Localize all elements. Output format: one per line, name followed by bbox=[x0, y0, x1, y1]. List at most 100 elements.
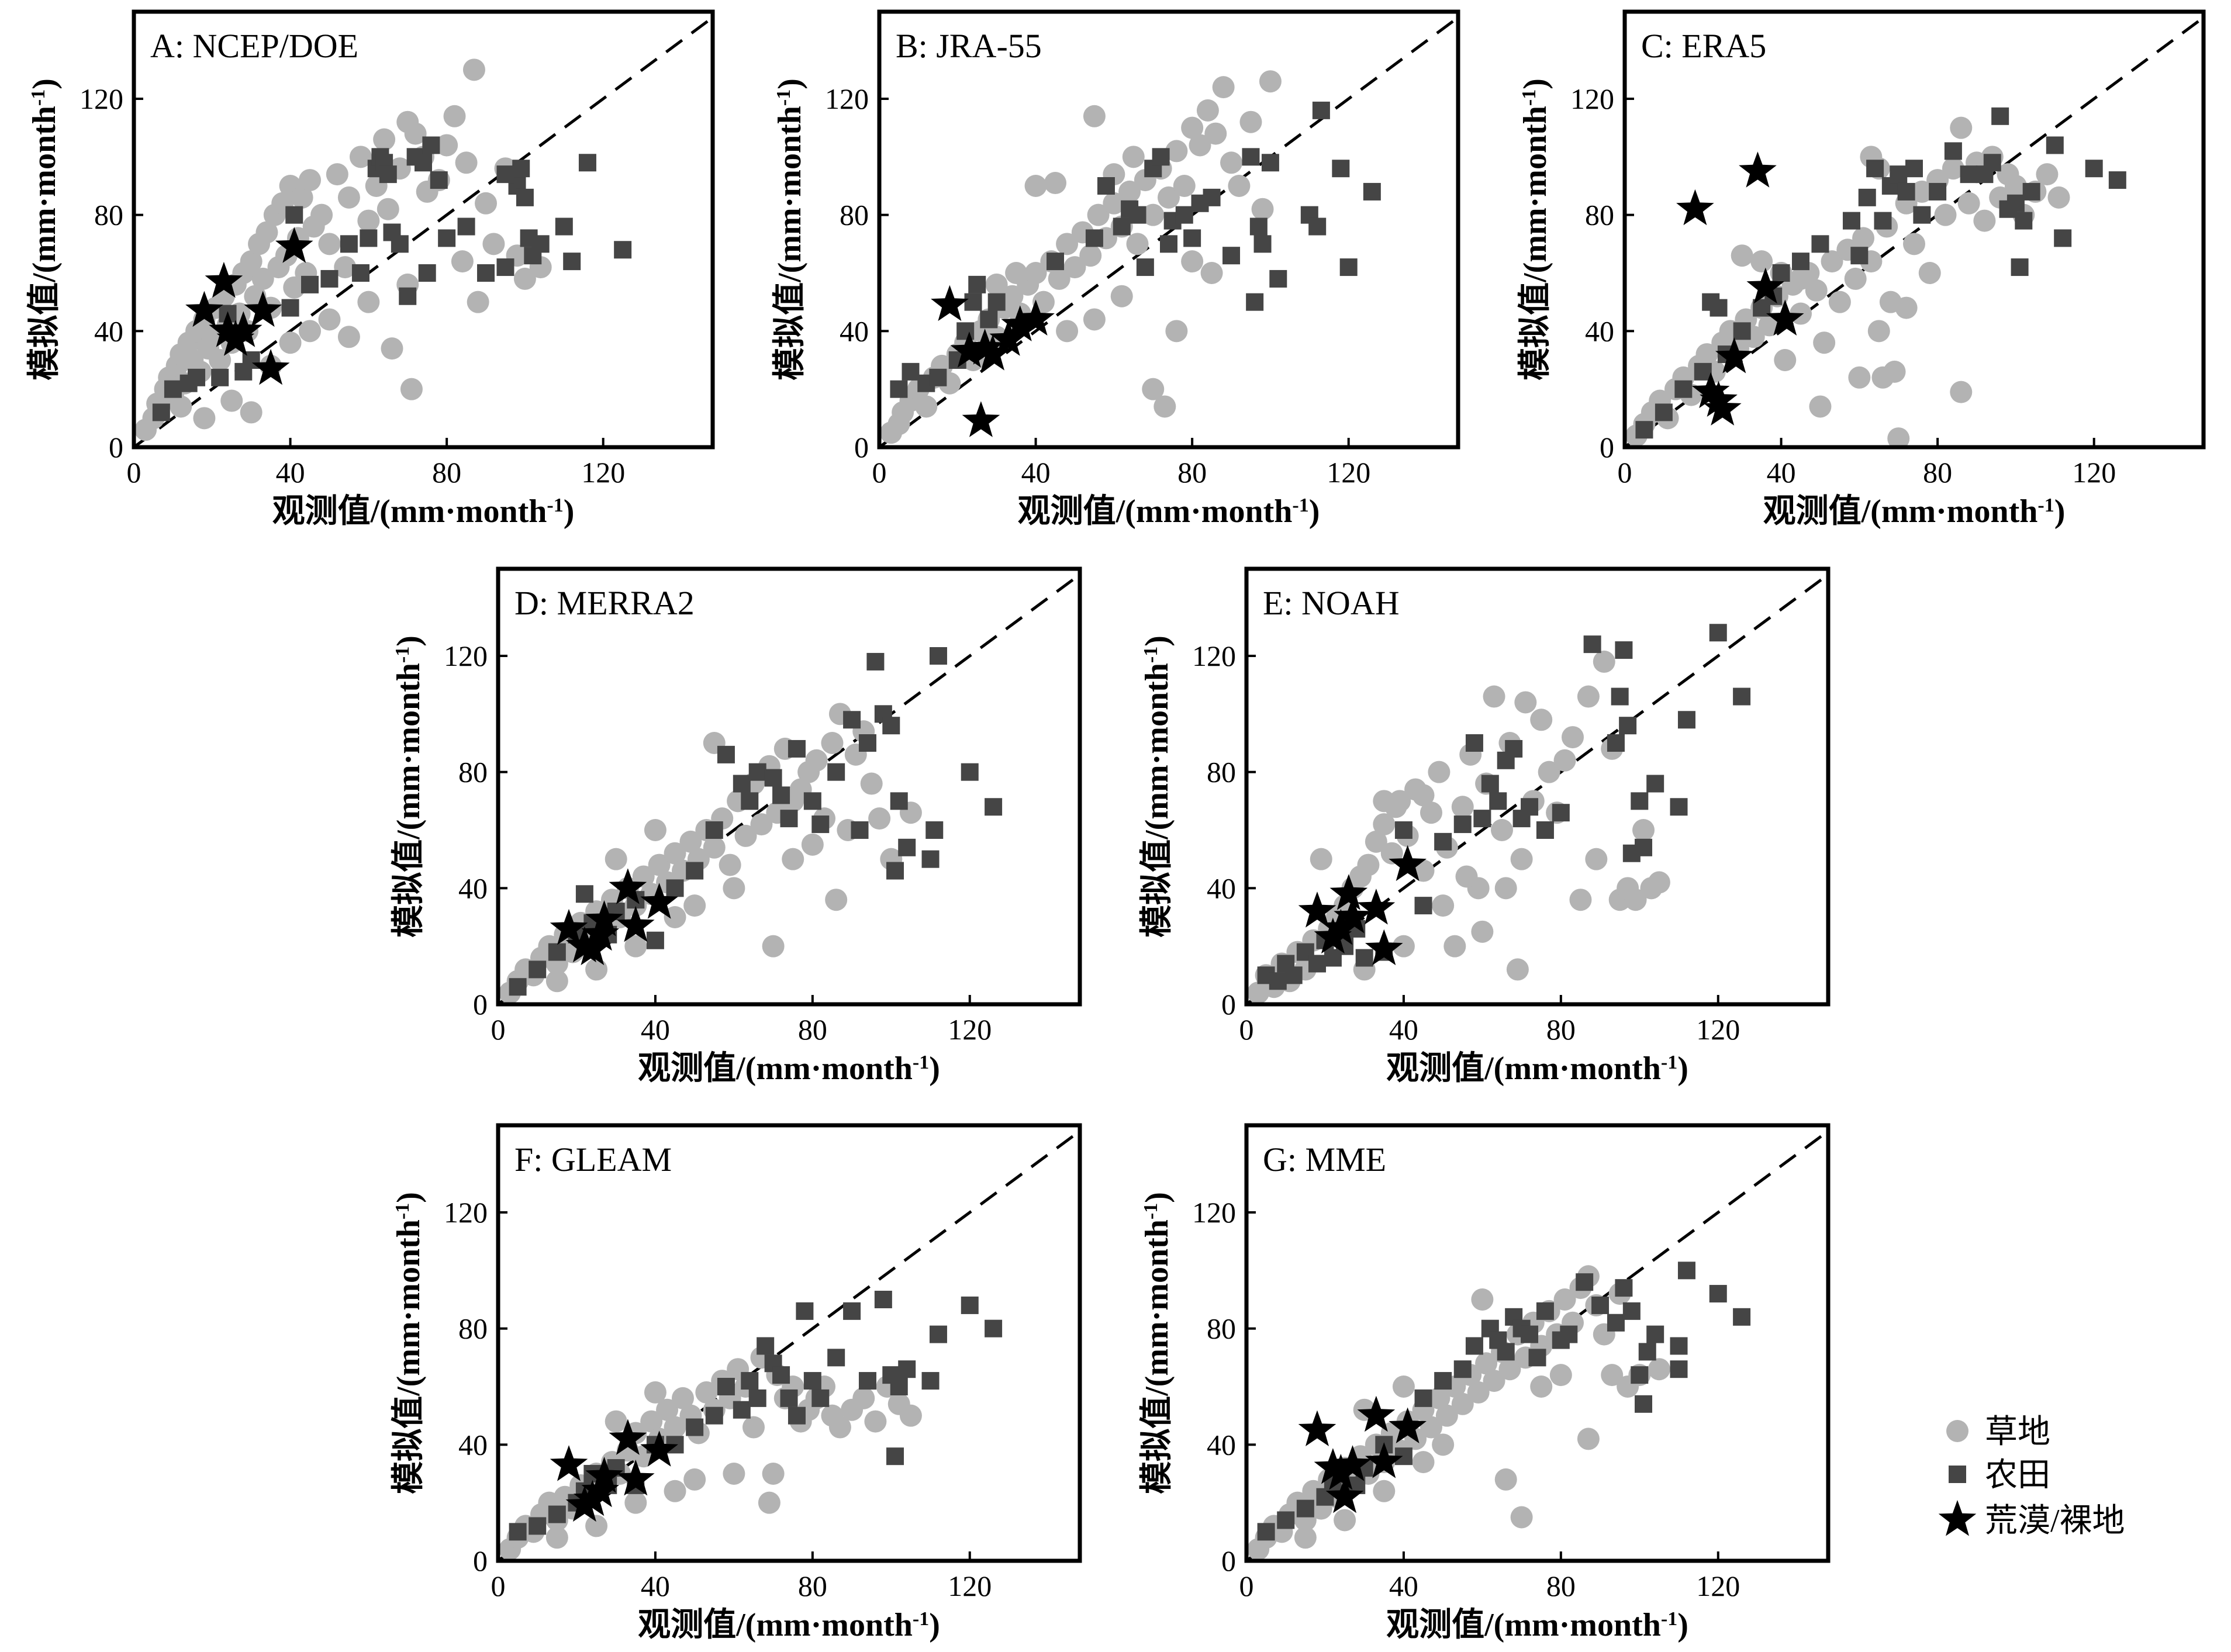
series-star bbox=[1298, 1395, 1427, 1513]
circle-point bbox=[1624, 889, 1647, 911]
circle-point bbox=[482, 233, 505, 255]
square-point bbox=[1615, 641, 1633, 659]
circle-point bbox=[240, 250, 263, 273]
y-tick-label: 80 bbox=[1207, 756, 1236, 789]
y-axis-label-main: 模拟值 bbox=[391, 839, 427, 938]
circle-point bbox=[1809, 395, 1832, 418]
square-point bbox=[1631, 1366, 1649, 1384]
circle-point bbox=[1471, 920, 1494, 943]
star-point bbox=[1739, 151, 1777, 188]
circle-point bbox=[864, 1410, 887, 1433]
square-point bbox=[1222, 247, 1241, 265]
square-point bbox=[980, 310, 998, 329]
y-axis-label: 模拟值/(mm·month-1) bbox=[1139, 635, 1175, 938]
square-point bbox=[301, 275, 319, 293]
square-point bbox=[1677, 1262, 1695, 1280]
circle-point bbox=[1103, 192, 1125, 215]
y-axis-label-close: ) bbox=[1139, 635, 1175, 647]
circle-point bbox=[1471, 1288, 1494, 1311]
circle-point bbox=[1154, 395, 1176, 418]
circle-point bbox=[695, 1381, 718, 1404]
circle-point bbox=[462, 58, 485, 81]
square-point bbox=[961, 763, 979, 781]
square-point bbox=[902, 362, 920, 381]
circle-point bbox=[1044, 172, 1067, 195]
circle-point bbox=[545, 970, 568, 993]
circle-point bbox=[1024, 175, 1047, 197]
circle-point bbox=[1549, 1364, 1572, 1387]
star-point bbox=[640, 1430, 678, 1467]
square-point bbox=[1960, 165, 1978, 184]
y-tick-label: 80 bbox=[94, 199, 123, 231]
square-point bbox=[1047, 253, 1065, 271]
circle-point bbox=[1357, 853, 1380, 876]
square-point bbox=[788, 739, 806, 758]
x-tick-label: 120 bbox=[948, 1013, 992, 1046]
square-point bbox=[748, 1389, 766, 1407]
x-tick-label: 80 bbox=[432, 456, 461, 489]
square-point bbox=[1583, 635, 1601, 654]
x-axis-label-main: 观测值 bbox=[638, 1050, 736, 1087]
y-tick-label: 40 bbox=[1207, 1428, 1236, 1461]
square-point bbox=[1414, 897, 1432, 915]
y-axis-label: 模拟值/(mm·month-1) bbox=[1517, 78, 1553, 381]
square-point bbox=[548, 943, 566, 961]
square-point bbox=[360, 229, 378, 247]
circle-point bbox=[821, 732, 844, 754]
y-axis-label-sup: -1 bbox=[1140, 1203, 1162, 1219]
circle-point bbox=[1553, 749, 1576, 772]
star-point bbox=[1322, 908, 1360, 945]
x-axis-label: 观测值/(mm·month-1) bbox=[638, 1607, 940, 1643]
x-tick-label: 80 bbox=[798, 1013, 827, 1046]
square-point bbox=[164, 380, 182, 398]
circle-point bbox=[644, 819, 666, 841]
plot-frame bbox=[1244, 1123, 1831, 1563]
circle-point bbox=[1483, 685, 1505, 708]
x-tick-label: 40 bbox=[641, 1570, 670, 1602]
circle-point bbox=[805, 749, 828, 772]
circle-point bbox=[1173, 175, 1196, 197]
y-tick-label: 40 bbox=[840, 314, 869, 347]
circle-point bbox=[683, 894, 706, 917]
square-point bbox=[531, 235, 550, 253]
square-point bbox=[188, 368, 206, 386]
y-axis-label-main: 模拟值 bbox=[1139, 839, 1175, 938]
circle-point bbox=[220, 389, 243, 412]
circle-point bbox=[318, 308, 341, 331]
square-point bbox=[985, 1319, 1003, 1338]
star-point bbox=[1334, 897, 1372, 934]
circle-point bbox=[1942, 157, 1964, 180]
square-point bbox=[1261, 154, 1279, 172]
square-point bbox=[1772, 264, 1790, 282]
plot-area bbox=[879, 15, 1458, 447]
square-point bbox=[496, 165, 514, 184]
square-point bbox=[1453, 1360, 1472, 1378]
square-point bbox=[1646, 1325, 1664, 1343]
circle-point bbox=[1165, 320, 1188, 343]
one-to-one-line bbox=[134, 15, 713, 447]
one-to-one-line bbox=[1625, 15, 2204, 447]
square-point bbox=[1619, 717, 1637, 735]
square-point bbox=[1560, 1325, 1578, 1343]
circle-point bbox=[664, 1416, 686, 1439]
square-point bbox=[1655, 403, 1673, 421]
star-point bbox=[550, 908, 588, 945]
x-tick-label: 0 bbox=[872, 456, 887, 489]
circle-point bbox=[1334, 1509, 1356, 1532]
square-point bbox=[646, 931, 664, 949]
x-axis-label: 观测值/(mm·month-1) bbox=[1018, 493, 1320, 530]
square-point bbox=[686, 1418, 704, 1436]
star-point bbox=[1389, 845, 1427, 882]
circle-point bbox=[1731, 244, 1753, 267]
x-tick-label: 80 bbox=[1923, 456, 1952, 489]
circle-point bbox=[251, 267, 274, 290]
star-point bbox=[205, 261, 243, 298]
one-to-one-line bbox=[1246, 572, 1828, 1004]
x-axis-label-main: 观测值 bbox=[272, 493, 371, 530]
square-point bbox=[2054, 229, 2072, 247]
x-axis-label: 观测值/(mm·month-1) bbox=[1763, 493, 2066, 530]
legend-label: 荒漠/裸地 bbox=[1985, 1503, 2125, 1539]
circle-point bbox=[337, 186, 360, 209]
